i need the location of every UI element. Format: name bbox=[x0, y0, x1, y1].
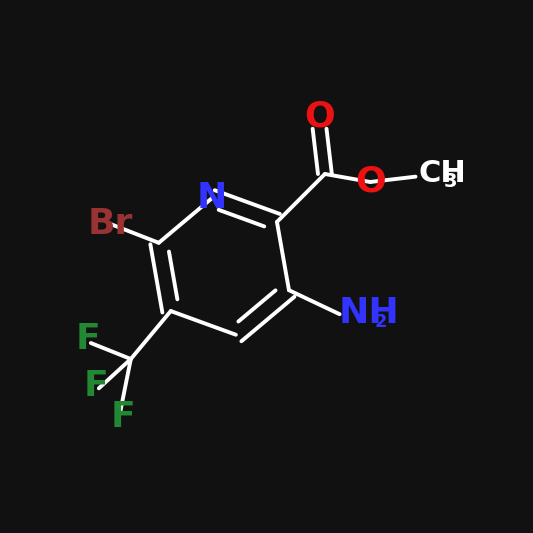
Text: O: O bbox=[304, 100, 335, 134]
Text: 3: 3 bbox=[444, 173, 457, 191]
Text: F: F bbox=[84, 369, 109, 403]
Text: F: F bbox=[76, 322, 101, 356]
Text: F: F bbox=[110, 400, 135, 433]
Text: 2: 2 bbox=[374, 313, 387, 330]
Text: CH: CH bbox=[418, 159, 466, 189]
Text: Br: Br bbox=[88, 207, 133, 241]
Text: O: O bbox=[355, 165, 385, 199]
Text: N: N bbox=[197, 181, 227, 215]
Text: NH: NH bbox=[338, 296, 399, 330]
